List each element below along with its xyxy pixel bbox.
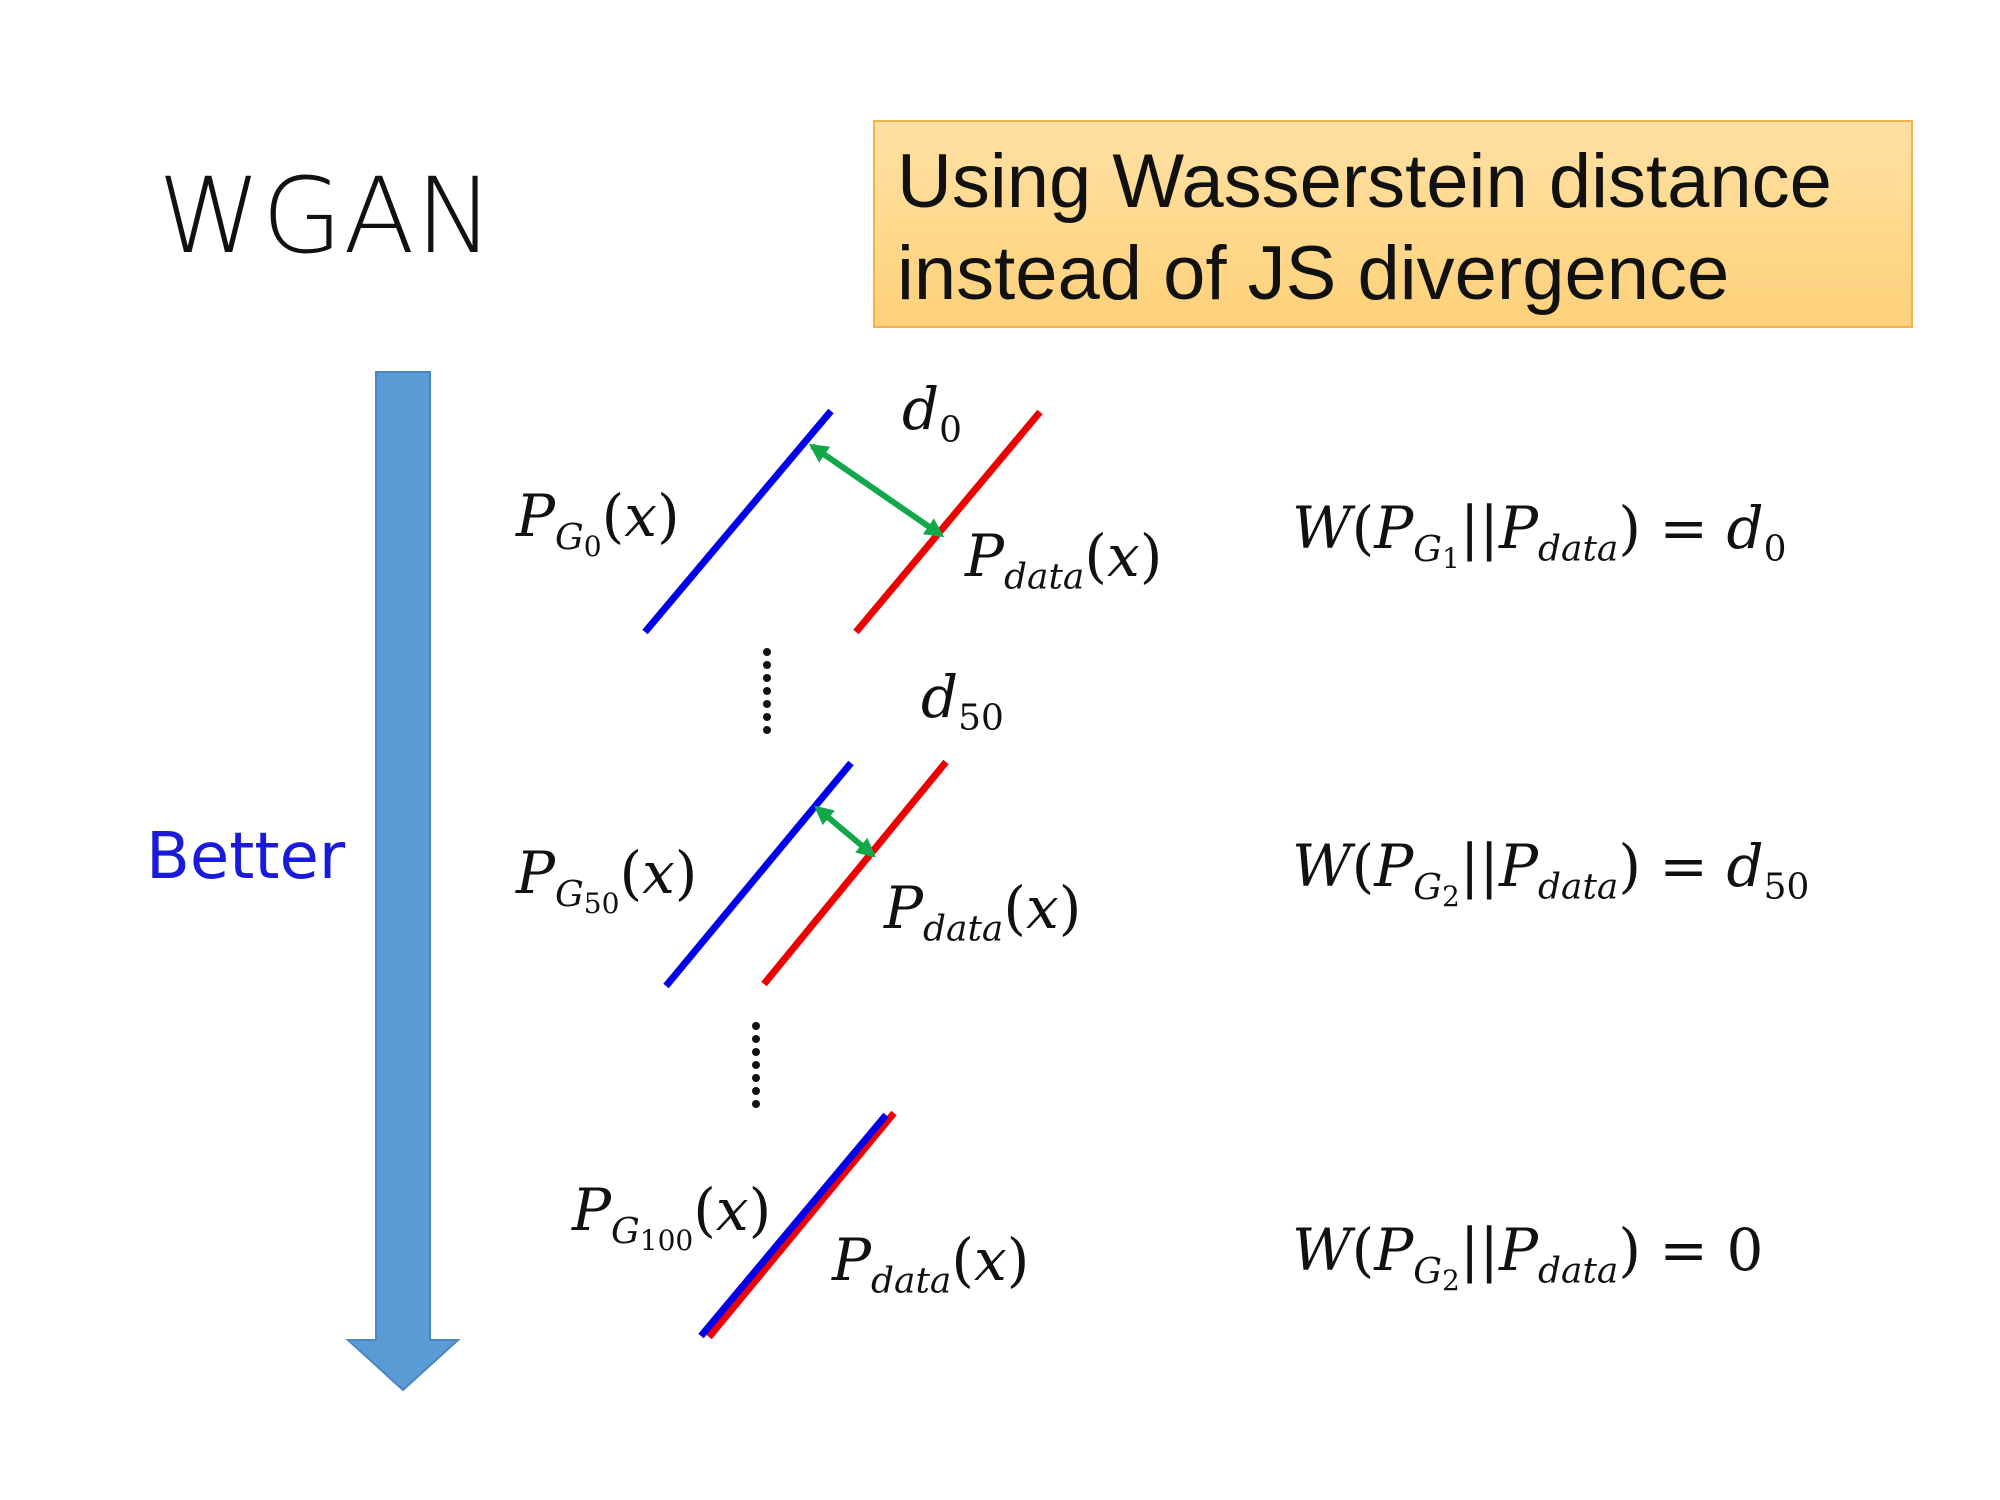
distance-label: d0 [902,375,963,451]
generator-distribution-line [642,408,834,635]
equation: W(PG1||Pdata) = d0 [1292,494,1787,575]
equation: W(PG2||Pdata) = 0 [1292,1216,1764,1297]
distance-label: d50 [921,663,1004,739]
generator-label: PG100(x) [572,1176,772,1257]
generator-label: PG50(x) [516,839,698,920]
callout-box: Using Wasserstein distance instead of JS… [873,120,1913,328]
generator-label: PG0(x) [516,482,680,563]
page-title: WGAN [158,155,495,277]
down-arrow-icon [345,371,461,1392]
data-distribution-line [706,1110,897,1340]
data-distribution-line [853,409,1043,635]
data-label: Pdata(x) [832,1226,1030,1302]
equation: W(PG2||Pdata) = d50 [1292,832,1810,913]
vertical-ellipsis-icon [763,648,771,734]
double-headed-arrow-icon [808,443,945,538]
data-label: Pdata(x) [884,874,1082,950]
generator-distribution-line [698,1112,889,1339]
vertical-ellipsis-icon [752,1022,760,1108]
better-label: Better [146,820,346,894]
generator-distribution-line [663,760,854,989]
double-headed-arrow-icon [814,805,876,858]
callout-line-2: instead of JS divergence [897,231,1730,316]
callout-line-1: Using Wasserstein distance [897,139,1832,224]
data-distribution-line [761,759,949,987]
data-label: Pdata(x) [965,522,1163,598]
